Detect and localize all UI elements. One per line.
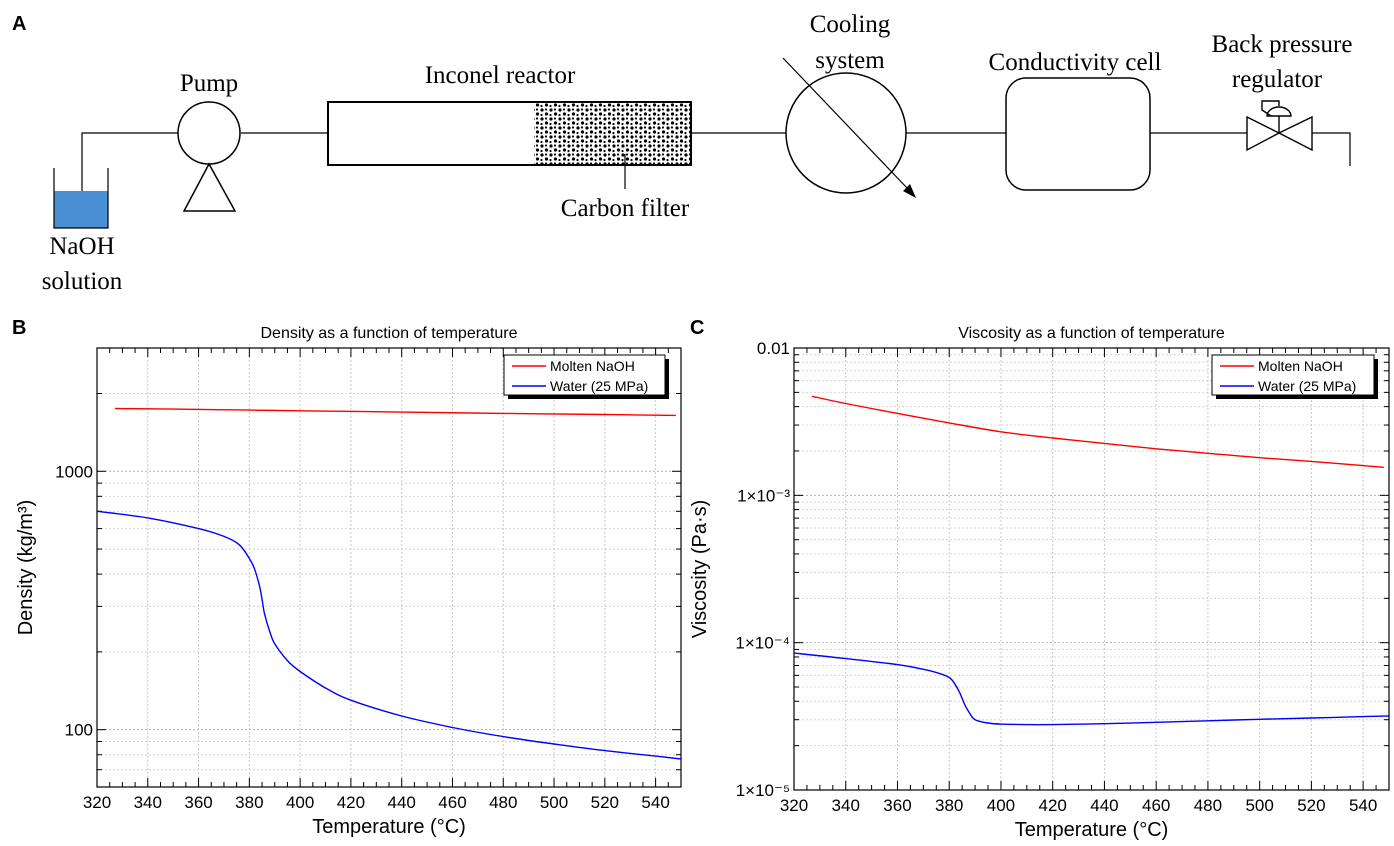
x-tick-label: 380 (235, 793, 263, 812)
cooling-label-line2: system (815, 47, 885, 74)
density-chart: 320 340 360 380 400 420 440 460 480 500 520 540 100 1… (15, 325, 682, 838)
x-tick-label: 420 (1039, 796, 1067, 815)
x-tick-label: 440 (1090, 796, 1118, 815)
plot-frame (96, 347, 682, 788)
cooling-symbol (782, 57, 916, 198)
legend-label: Water (25 MPa) (550, 378, 648, 394)
pump-label: Pump (180, 70, 238, 97)
process-diagram: A NaOH solution Pump Inconel reactor (12, 11, 1352, 295)
pump-symbol (177, 101, 241, 212)
cooling-label-line1: Cooling (810, 11, 891, 38)
naoh-label-line1: NaOH (49, 233, 114, 260)
x-tick-label: 480 (1194, 796, 1222, 815)
x-tick-label: 380 (935, 796, 963, 815)
series-line-water (794, 652, 1389, 726)
x-tick-label: 400 (987, 796, 1015, 815)
y-tick-label: 1000 (55, 462, 93, 481)
x-tick-label: 360 (883, 796, 911, 815)
y-tick-label: 1×10⁻⁵ (736, 781, 790, 800)
y-axis-label: Density (kg/m³) (15, 500, 37, 636)
chart-title: Viscosity as a function of temperature (958, 325, 1225, 342)
reactor-label: Inconel reactor (425, 62, 576, 89)
panel-label-c: C (690, 317, 704, 339)
bpr-label-line2: regulator (1232, 66, 1323, 93)
legend-box (503, 354, 666, 396)
plot-frame (793, 347, 1390, 791)
legend-box (1211, 354, 1375, 396)
x-tick-label: 340 (832, 796, 860, 815)
x-tick-label: 400 (286, 793, 314, 812)
y-tick-label: 0.01 (757, 339, 790, 358)
x-tick-label: 420 (337, 793, 365, 812)
legend-label: Water (25 MPa) (1258, 378, 1356, 394)
naoh-label-line2: solution (42, 268, 123, 295)
x-axis-label: Temperature (°C) (312, 816, 466, 838)
x-tick-label: 500 (1245, 796, 1273, 815)
x-tick-label: 520 (1297, 796, 1325, 815)
y-tick-label: 100 (65, 721, 93, 740)
bpr-label-line1: Back pressure (1212, 31, 1353, 58)
x-tick-label: 440 (388, 793, 416, 812)
series-line-water (97, 510, 681, 760)
naoh-beaker (53, 168, 109, 229)
x-tick-label: 540 (641, 793, 669, 812)
y-axis-label: Viscosity (Pa·s) (689, 500, 711, 639)
y-tick-label: 1×10⁻³ (737, 486, 790, 505)
y-tick-label: 1×10⁻⁴ (735, 634, 790, 653)
chart-title: Density as a function of temperature (260, 325, 517, 342)
reactor-symbol (327, 101, 692, 166)
x-tick-label: 340 (134, 793, 162, 812)
pipe (81, 132, 1351, 196)
x-axis-label: Temperature (°C) (1015, 819, 1169, 841)
x-tick-label: 460 (438, 793, 466, 812)
series-line-molten-naoh (114, 407, 676, 417)
conductivity-label: Conductivity cell (989, 49, 1162, 76)
x-tick-label: 500 (540, 793, 568, 812)
x-tick-label: 320 (83, 793, 111, 812)
legend-label: Molten NaOH (1258, 358, 1343, 374)
x-tick-label: 360 (184, 793, 212, 812)
viscosity-chart: 320 340 360 380 400 420 440 460 480 500 520 540 1×10… (689, 325, 1390, 841)
panel-label-a: A (12, 13, 26, 35)
x-tick-label: 520 (591, 793, 619, 812)
bpr-valve-symbol (1246, 100, 1313, 152)
panel-label-b: B (12, 317, 26, 339)
x-tick-label: 480 (489, 793, 517, 812)
carbon-filter-bed (534, 103, 690, 164)
legend-label: Molten NaOH (550, 358, 635, 374)
x-tick-label: 460 (1142, 796, 1170, 815)
series-line-molten-naoh (811, 395, 1384, 468)
filter-label: Carbon filter (561, 195, 690, 222)
conductivity-cell-symbol (1005, 77, 1151, 191)
x-tick-label: 320 (780, 796, 808, 815)
solution-fill (54, 191, 108, 228)
x-tick-label: 540 (1349, 796, 1377, 815)
